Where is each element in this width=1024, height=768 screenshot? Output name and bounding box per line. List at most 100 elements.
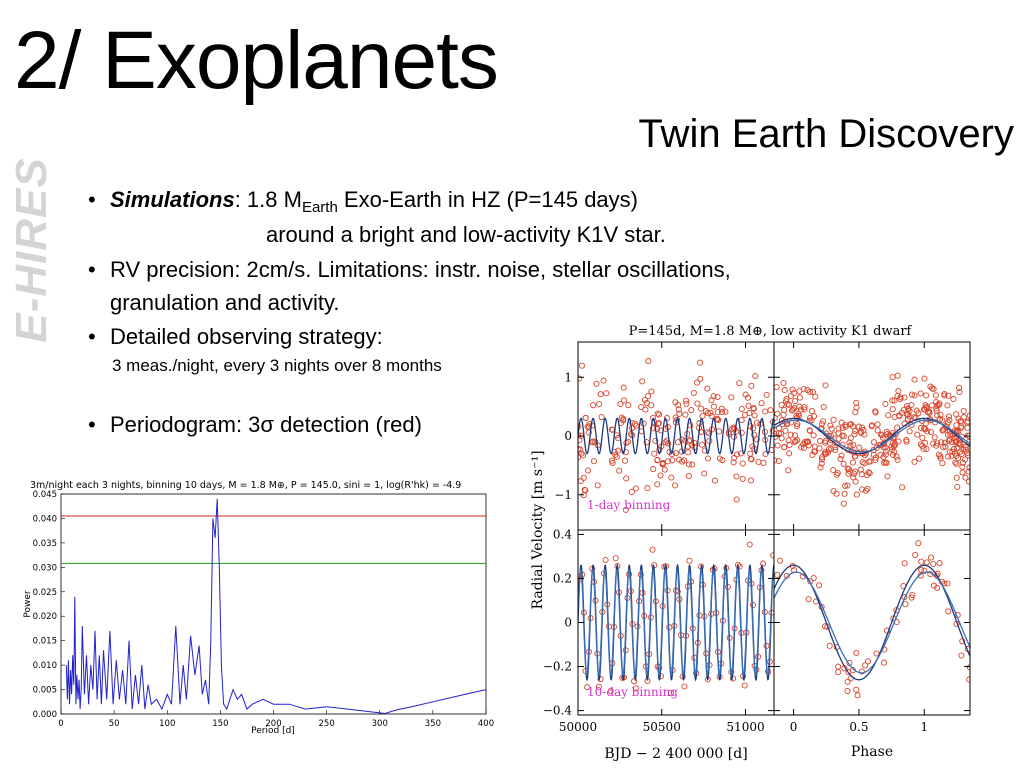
rv-data-point-br: [816, 582, 823, 589]
rv-data-point-tr: [777, 430, 785, 437]
bullet-simulations-line2: around a bright and low-activity K1V sta…: [266, 222, 666, 247]
rv-data-point-tr: [834, 469, 841, 477]
rv-data-point-tl: [672, 482, 679, 489]
rv-data-point-tl: [704, 385, 711, 392]
rv-data-point-tr: [931, 434, 938, 441]
rv-data-point-br: [776, 557, 784, 564]
rv-data-point-tl: [676, 410, 683, 417]
rv-data-point-tl: [753, 436, 760, 443]
rv-data-point-tl: [622, 449, 629, 456]
rv-data-point-tr: [924, 428, 931, 435]
rv-data-point-tl: [749, 443, 756, 450]
rv-data-point-tr: [964, 424, 970, 431]
rv-ytick-label: −1: [554, 488, 572, 502]
rv-data-point-tr: [962, 474, 969, 481]
rv-data-point-tl: [711, 477, 719, 484]
rv-data-point-tr: [938, 439, 945, 446]
rv-data-point-bl: [632, 685, 639, 692]
bullet-text: RV precision: 2cm/s. Limitations: instr.…: [110, 257, 731, 282]
rv-data-point-tl: [718, 409, 726, 416]
rv-data-point-tl: [615, 447, 622, 454]
rv-data-point-tl: [694, 379, 701, 386]
rv-xtick-label: 50500: [643, 720, 681, 734]
rv-xtick-label: 50000: [559, 720, 597, 734]
rv-data-point-tl: [645, 358, 652, 365]
rv-data-point-tr: [934, 440, 941, 447]
rv-data-point-tr: [840, 460, 847, 467]
rv-data-point-tr: [891, 397, 898, 404]
rv-data-point-bl: [686, 557, 693, 564]
rv-data-point-tr: [830, 488, 837, 495]
rv-data-point-tr: [791, 405, 798, 412]
rv-data-point-tr: [922, 420, 929, 427]
rv-data-point-tl: [751, 431, 758, 438]
rv-data-point-tr: [849, 459, 857, 466]
rv-data-point-tr: [820, 418, 827, 425]
rv-data-point-tl: [642, 406, 649, 413]
rv-data-point-tr: [791, 389, 798, 397]
rv-data-point-tr: [783, 395, 790, 402]
rv-ytick-label: −0.2: [543, 660, 572, 674]
rv-data-point-bl: [681, 683, 688, 690]
rv-data-point-br: [915, 540, 922, 547]
rv-data-point-br: [902, 601, 909, 608]
rv-data-point-tr: [894, 456, 901, 463]
rv-model-curve-tr2: [774, 419, 970, 453]
rv-data-point-tr: [837, 455, 844, 463]
rv-data-point-tr: [822, 449, 829, 456]
rv-data-point-tr: [847, 442, 854, 449]
rv-data-point-tr: [911, 458, 918, 465]
rv-data-point-tr: [877, 441, 884, 448]
rv-data-point-tr: [954, 483, 961, 490]
rv-data-point-bl: [770, 552, 774, 559]
rv-data-point-tl: [620, 384, 627, 391]
rv-data-point-tl: [704, 429, 711, 436]
rv-data-point-tr: [810, 432, 817, 439]
rv-ytick-label: 0: [564, 616, 572, 630]
rv-data-point-tr: [811, 443, 818, 450]
rv-data-point-tr: [845, 466, 852, 473]
rv-data-point-tl: [716, 428, 723, 435]
rv-data-point-tl: [580, 474, 587, 481]
rv-data-point-tr: [934, 412, 941, 419]
rv-data-point-tr: [845, 470, 852, 477]
rv-data-point-tr: [945, 413, 953, 420]
rv-data-point-tr: [923, 445, 930, 453]
rv-data-point-tl: [676, 456, 683, 463]
rv-data-point-tr: [862, 487, 870, 494]
rv-data-point-tl: [714, 409, 721, 416]
bullet-text: Detailed observing strategy:: [110, 324, 383, 349]
rv-data-point-tr: [922, 439, 929, 446]
rv-data-point-br: [835, 669, 842, 676]
rv-data-point-tl: [751, 412, 758, 419]
rv-data-point-bl: [607, 688, 614, 695]
rv-data-point-tr: [903, 438, 910, 445]
rv-data-point-tr: [775, 457, 782, 465]
rv-data-point-tr: [941, 392, 948, 399]
rv-data-point-tr: [914, 431, 921, 438]
rv-data-point-tl: [738, 429, 745, 436]
rv-data-point-br: [923, 559, 930, 566]
rv-data-point-tr: [828, 425, 835, 432]
rv-data-point-tr: [939, 417, 946, 424]
rv-data-point-tl: [730, 459, 737, 466]
rv-data-point-br: [854, 692, 861, 699]
rv-data-point-tr: [797, 444, 805, 451]
rv-data-point-tl: [668, 474, 675, 481]
rv-data-point-tl: [593, 380, 600, 387]
rv-data-point-tr: [861, 431, 868, 438]
rv-xtick-label: 0: [790, 720, 798, 734]
rv-data-point-tl: [701, 447, 708, 454]
bullet-rv-precision-line2: granulation and activity.: [110, 290, 340, 315]
rv-data-point-tr: [839, 424, 846, 431]
rv-data-point-tr: [844, 482, 851, 489]
rv-data-point-tl: [697, 375, 704, 382]
periodogram-ytick-label: 0.015: [33, 637, 57, 647]
rv-data-point-tl: [675, 406, 682, 413]
rv-data-point-tr: [899, 484, 906, 491]
rv-data-point-tr: [923, 404, 930, 412]
rv-data-point-tr: [794, 421, 801, 428]
rv-data-point-tl: [675, 401, 682, 409]
rv-data-point-tr: [809, 388, 816, 395]
rv-data-point-tr: [960, 407, 967, 415]
